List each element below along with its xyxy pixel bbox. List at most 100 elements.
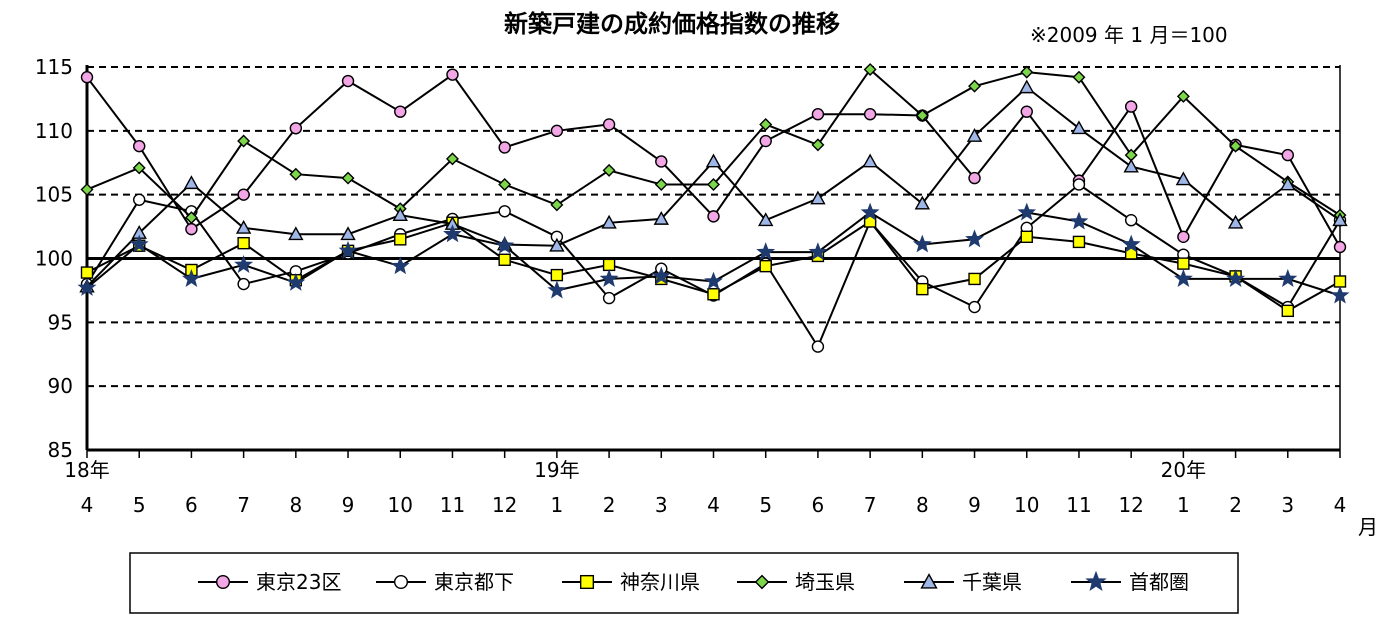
data-point	[1278, 268, 1298, 287]
data-point	[394, 105, 407, 118]
data-point	[915, 109, 929, 123]
data-point	[237, 134, 251, 148]
x-tick-label: 1	[551, 493, 564, 517]
x-tick-label: 2	[603, 493, 616, 517]
data-point	[1281, 304, 1294, 318]
data-point	[707, 210, 720, 223]
data-point	[705, 153, 722, 168]
x-tick-label: 8	[289, 493, 302, 517]
data-point	[863, 108, 877, 121]
x-tick-label: 3	[1281, 493, 1294, 517]
data-point	[237, 236, 250, 250]
legend-marker	[579, 574, 595, 590]
data-point	[495, 235, 515, 254]
data-point	[863, 63, 877, 77]
data-point	[237, 277, 250, 291]
data-point	[1330, 285, 1350, 304]
y-tick-label: 100	[35, 247, 73, 271]
chart-title: 新築戸建の成約価格指数の推移	[504, 10, 840, 38]
y-tick-label: 85	[48, 438, 73, 462]
data-point	[549, 237, 565, 252]
y-tick-label: 90	[48, 374, 73, 398]
data-point	[1333, 275, 1347, 288]
x-tick-label: 4	[707, 493, 720, 517]
x-tick-label: 7	[864, 493, 877, 517]
data-point	[181, 268, 201, 287]
data-point	[860, 202, 880, 221]
legend-marker	[215, 574, 231, 590]
data-point	[653, 210, 669, 225]
data-point	[286, 272, 306, 291]
x-tick-label: 4	[1334, 493, 1347, 517]
data-point	[1176, 89, 1190, 103]
x-tick-label: 5	[133, 493, 146, 517]
legend-marker	[920, 573, 938, 589]
gridlines	[87, 66, 1340, 388]
data-point	[445, 152, 459, 166]
x-tick-label: 6	[812, 493, 825, 517]
data-point	[1017, 202, 1037, 221]
data-point	[1019, 79, 1035, 94]
data-point	[498, 205, 511, 218]
data-point	[811, 108, 825, 121]
y-axis: 85 90 95 100 105 110 115	[35, 55, 1341, 462]
data-point	[184, 211, 198, 225]
data-point	[1124, 213, 1138, 227]
data-point	[808, 242, 828, 261]
data-point	[756, 242, 776, 261]
data-point	[912, 234, 932, 253]
data-point	[968, 300, 981, 314]
data-point	[1177, 257, 1190, 270]
data-point	[133, 139, 146, 153]
y-tick-label: 95	[48, 310, 73, 334]
data-point	[550, 198, 564, 212]
data-point	[602, 258, 616, 272]
x-tick-label: 12	[492, 493, 517, 517]
legend-label: 東京23区	[256, 570, 341, 594]
data-point	[655, 155, 668, 168]
data-point	[1229, 139, 1243, 153]
data-point	[862, 153, 878, 168]
series-1	[80, 178, 1347, 353]
data-point	[1175, 171, 1192, 186]
data-point	[602, 291, 616, 305]
data-point	[80, 183, 94, 197]
data-point	[498, 253, 511, 266]
x-tick-label: 11	[1066, 493, 1091, 517]
data-point	[1072, 235, 1086, 249]
legend-label: 首都圏	[1129, 570, 1189, 594]
x-tick-label: 9	[342, 493, 355, 517]
data-point	[759, 134, 772, 148]
data-point	[1173, 268, 1193, 287]
data-point	[1333, 240, 1347, 254]
data-point	[810, 190, 826, 205]
data-point	[289, 167, 303, 181]
data-point	[1332, 212, 1348, 227]
data-point	[914, 195, 931, 210]
data-point	[1020, 105, 1033, 118]
data-point	[498, 141, 511, 154]
data-point	[446, 68, 459, 81]
x-tick-label: 8	[916, 493, 929, 517]
x-tick-label: 2	[1229, 493, 1242, 517]
month-unit-label: 月	[1358, 515, 1378, 539]
data-point	[601, 214, 617, 229]
legend-label: 東京都下	[434, 570, 514, 594]
data-point	[916, 282, 929, 296]
data-point	[602, 163, 616, 177]
data-point	[1020, 230, 1033, 243]
y-tick-label: 115	[35, 55, 73, 79]
data-point	[966, 127, 983, 142]
series-layer	[77, 63, 1350, 353]
data-point	[550, 268, 564, 282]
data-point	[547, 280, 567, 299]
x-tick-label: 12	[1118, 493, 1143, 517]
data-point	[237, 188, 250, 201]
data-point	[288, 226, 304, 241]
x-tick-label: 3	[655, 493, 668, 517]
data-point	[602, 118, 616, 131]
data-point	[394, 233, 407, 246]
data-point	[1227, 214, 1244, 229]
data-point	[1072, 70, 1086, 84]
